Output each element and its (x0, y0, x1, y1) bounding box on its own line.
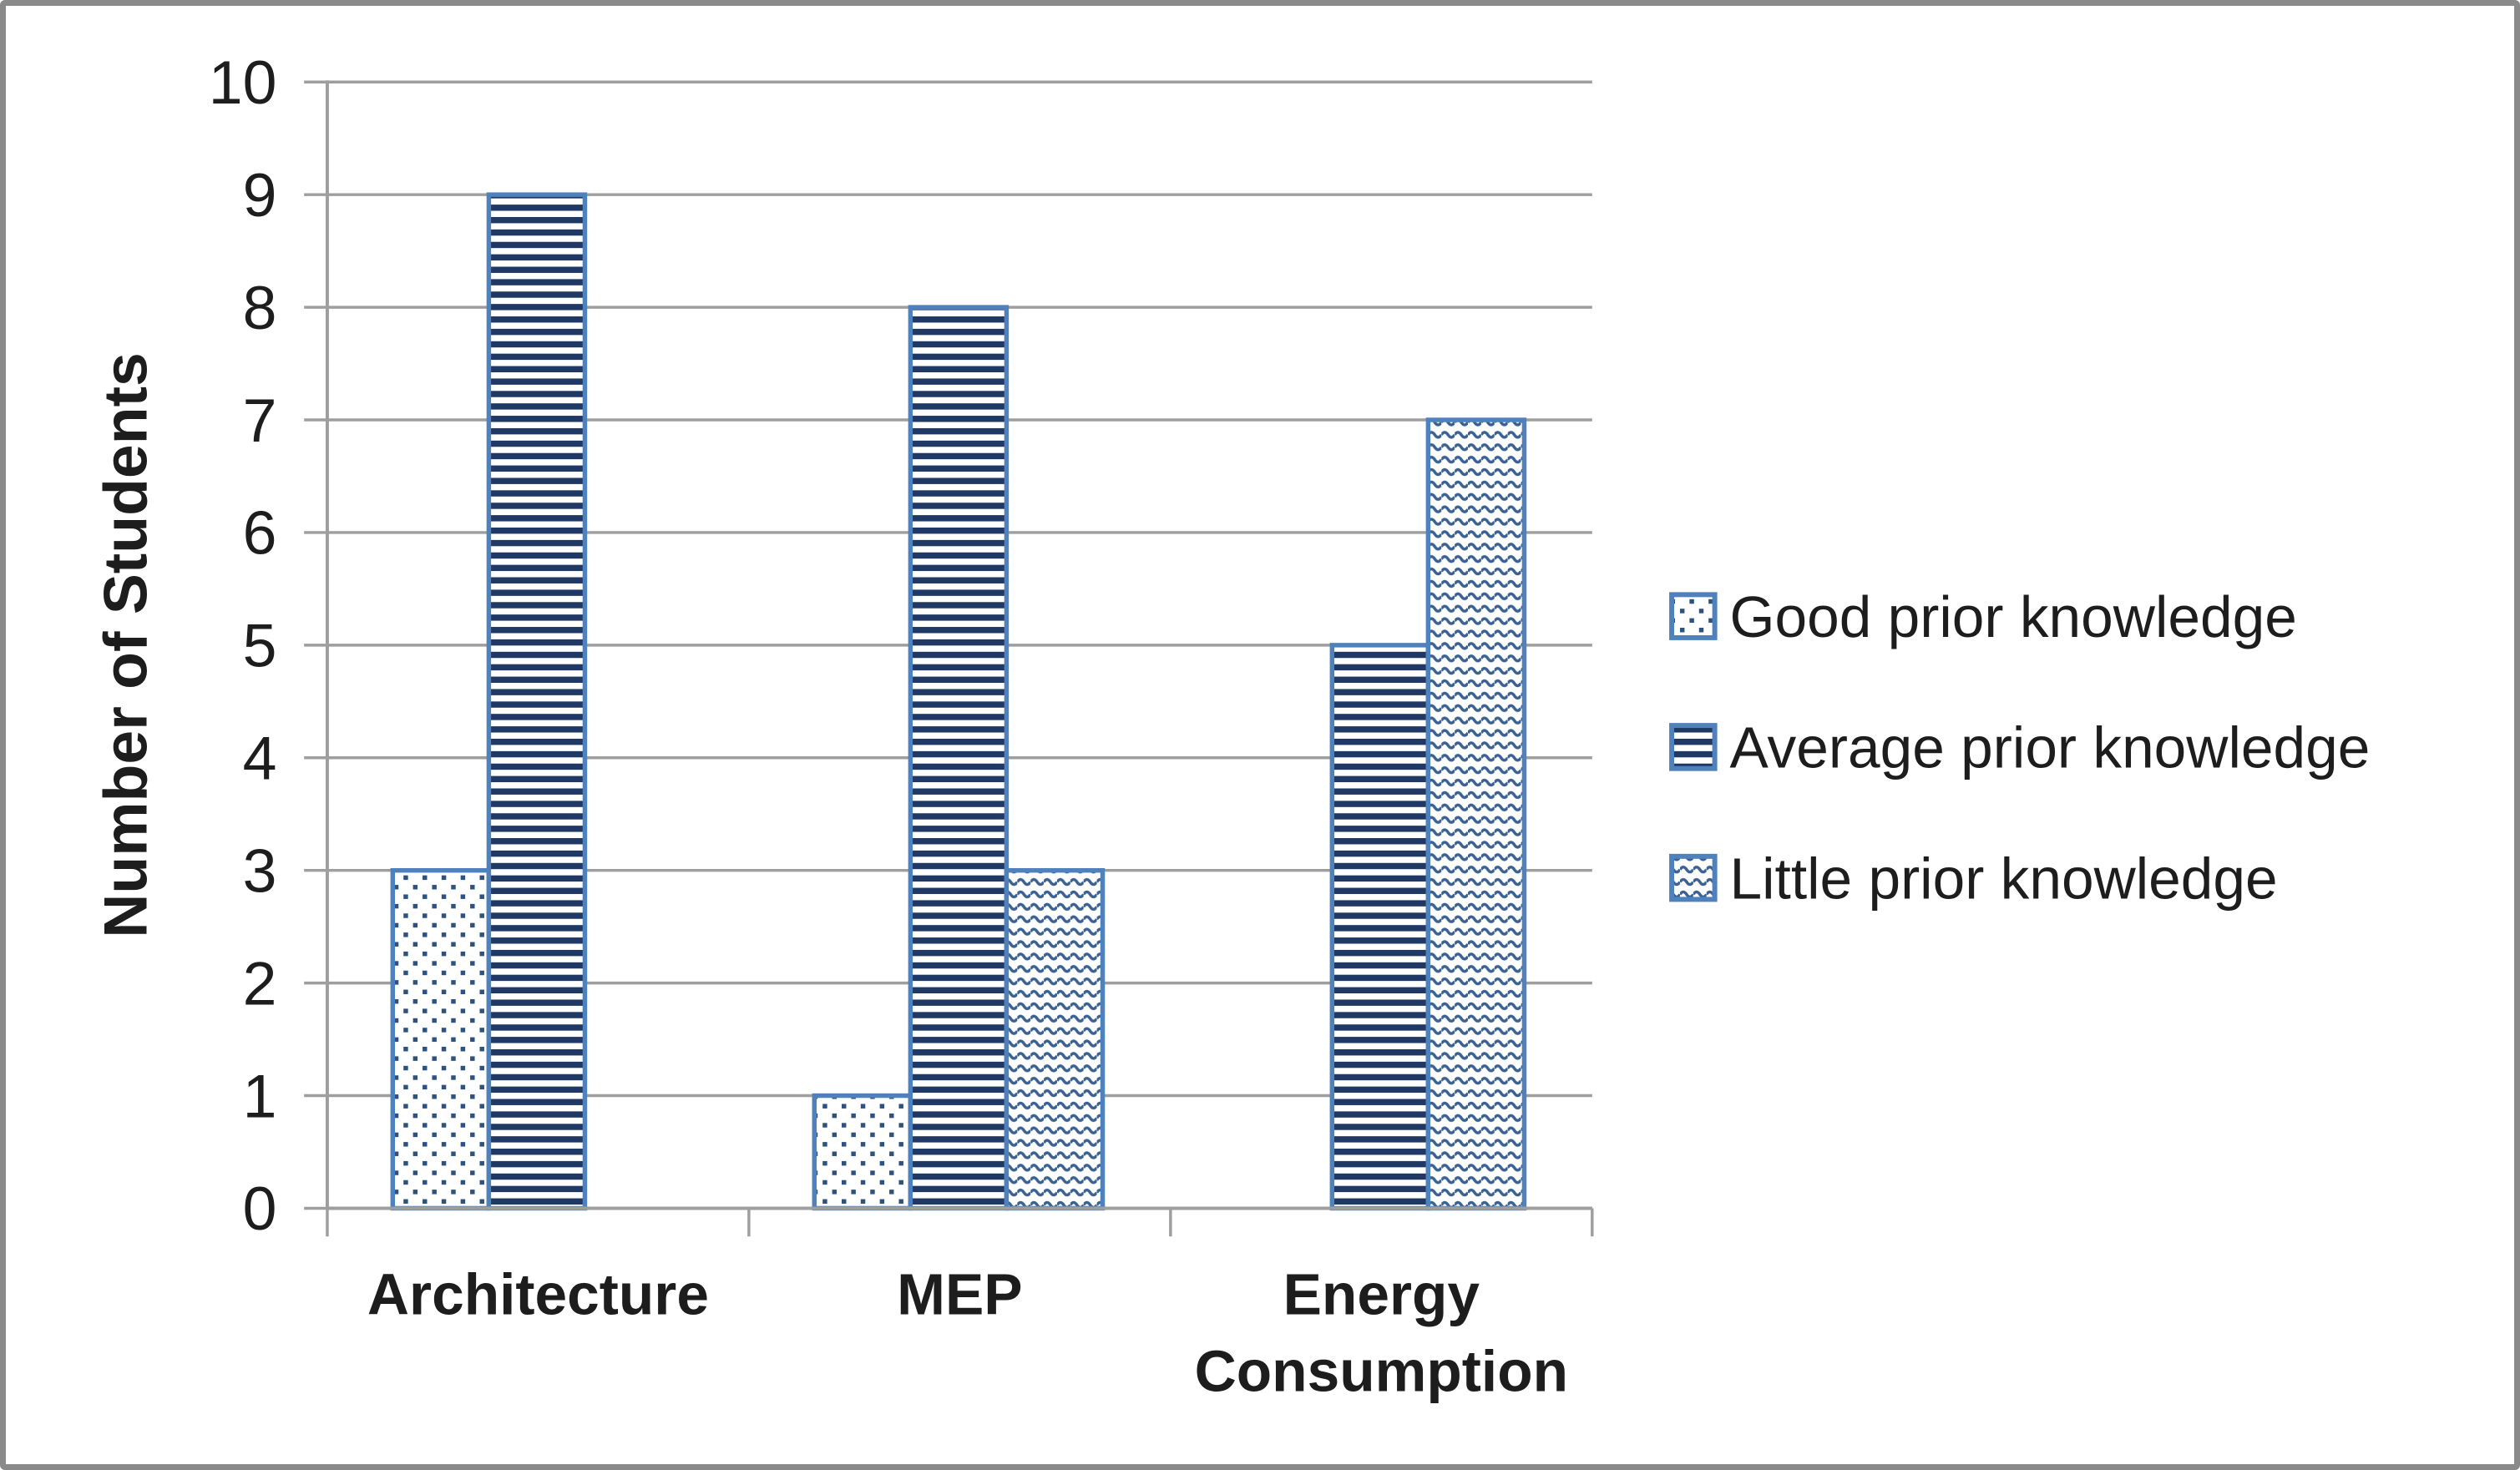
y-tick-label-3: 3 (243, 836, 277, 905)
y-tick-label-9: 9 (243, 161, 277, 230)
axes-and-ticks (304, 80, 1594, 1237)
bar-architecture-good-prior-knowledge (390, 867, 492, 1211)
y-tick-label-2: 2 (243, 949, 277, 1018)
bar-energy-consumption-average-prior-knowledge (1329, 643, 1431, 1211)
category-label-mep: MEP (897, 1261, 1022, 1326)
y-tick-label-10: 10 (209, 48, 277, 117)
bar-energy-consumption-little-prior-knowledge (1425, 417, 1527, 1211)
bar-architecture-average-prior-knowledge (486, 192, 588, 1211)
category-label-energy-consumption: Energy Consumption (1195, 1261, 1568, 1403)
legend-swatch-average-prior-knowledge (1669, 723, 1718, 771)
legend-label-good-prior-knowledge: Good prior knowledge (1729, 584, 2296, 649)
y-tick-label-7: 7 (243, 386, 277, 455)
axis-labels: 0 1 2 3 4 5 6 7 8 9 10 Architecture MEP Energy Consump… (92, 48, 1568, 1404)
y-axis-title: Number of Students (92, 352, 160, 937)
bar-mep-good-prior-knowledge (812, 1093, 913, 1211)
y-tick-label-0: 0 (243, 1174, 277, 1243)
y-tick-label-6: 6 (243, 499, 277, 568)
y-tick-label-8: 8 (243, 274, 277, 342)
bars (390, 192, 1527, 1211)
legend: Good prior knowledge Average prior knowle… (1669, 584, 2370, 911)
category-label-architecture: Architecture (367, 1261, 709, 1326)
legend-swatch-little-prior-knowledge (1669, 853, 1718, 902)
y-tick-label-5: 5 (243, 612, 277, 680)
legend-label-little-prior-knowledge: Little prior knowledge (1729, 846, 2277, 911)
y-tick-label-4: 4 (243, 725, 277, 793)
legend-swatch-good-prior-knowledge (1669, 592, 1718, 640)
bar-mep-little-prior-knowledge (1004, 867, 1106, 1211)
bar-mep-average-prior-knowledge (908, 305, 1010, 1211)
legend-label-average-prior-knowledge: Average prior knowledge (1729, 715, 2370, 780)
bar-chart: 0 1 2 3 4 5 6 7 8 9 10 Architecture MEP Energy Consump… (92, 48, 2371, 1404)
y-tick-label-1: 1 (243, 1062, 277, 1130)
